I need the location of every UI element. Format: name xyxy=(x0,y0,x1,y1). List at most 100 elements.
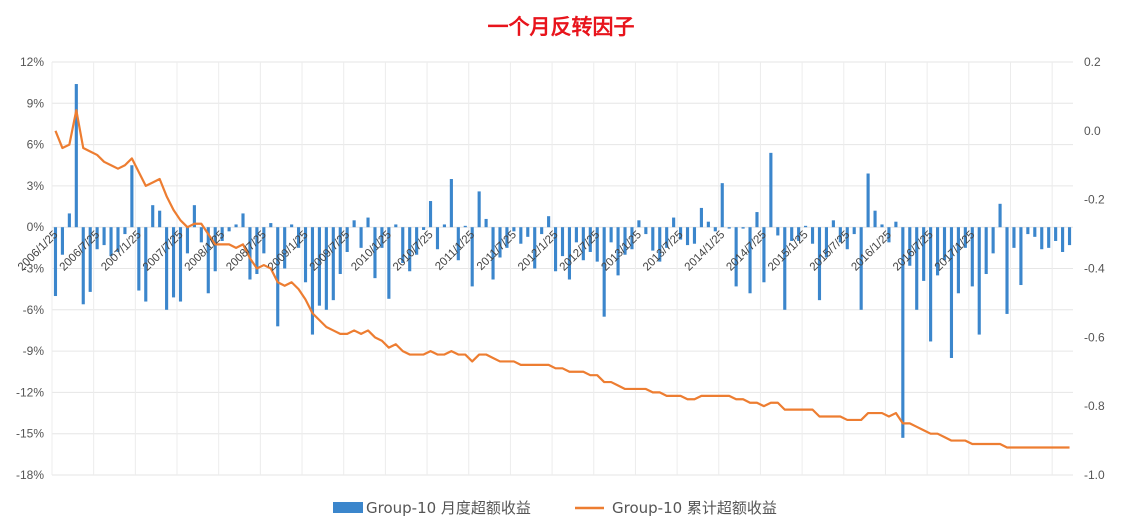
y-axis-left: 12% 9% 6% 3% 0% -3% -6% -9% -12% -15% -18% xyxy=(16,55,44,482)
bar xyxy=(956,227,960,294)
bar xyxy=(123,227,127,235)
bar xyxy=(317,227,321,306)
bar xyxy=(137,227,141,291)
bar xyxy=(936,227,940,276)
bar xyxy=(206,227,210,294)
bar xyxy=(345,227,349,252)
bar xyxy=(151,205,155,228)
bar xyxy=(949,227,954,358)
bar xyxy=(213,227,217,272)
bar xyxy=(616,227,620,276)
bar xyxy=(359,227,363,248)
legend: Group-10 月度超额收益 Group-10 累计超额收益 xyxy=(333,499,777,517)
bar xyxy=(637,220,641,228)
bar xyxy=(262,227,266,254)
y-axis-right: 0.2 0.0 -0.2 -0.4 -0.6 -0.8 -1.0 xyxy=(1084,55,1105,482)
y-right-tick-label: 0.2 xyxy=(1084,55,1101,69)
bar xyxy=(685,227,690,246)
bar xyxy=(526,227,530,237)
y-right-tick-label: -1.0 xyxy=(1084,468,1105,482)
bar xyxy=(428,201,433,228)
y-left-tick-label: 9% xyxy=(27,96,45,110)
bar xyxy=(463,225,467,228)
line-series xyxy=(54,109,1070,449)
bar xyxy=(630,227,634,250)
bar xyxy=(790,227,794,241)
bar xyxy=(929,227,933,342)
x-tick-label: 2007/1/25 xyxy=(99,229,144,274)
bar xyxy=(894,221,898,228)
bar xyxy=(574,227,578,243)
bar xyxy=(804,225,808,228)
bar xyxy=(512,227,516,232)
bar xyxy=(908,227,912,266)
bar xyxy=(887,227,891,243)
x-tick-label: 2015/7/25 xyxy=(808,229,853,274)
bar xyxy=(102,227,106,246)
bar xyxy=(672,217,676,228)
bar xyxy=(192,205,196,228)
bar xyxy=(769,152,773,228)
bar xyxy=(276,227,280,327)
bar xyxy=(755,212,759,228)
bar xyxy=(880,224,884,228)
bar xyxy=(915,227,919,310)
legend-bar-swatch xyxy=(333,502,363,513)
y-right-tick-label: -0.6 xyxy=(1084,330,1105,344)
bar xyxy=(519,227,523,244)
chart-title: 一个月反转因子 xyxy=(488,15,635,39)
x-tick-label: 2013/7/25 xyxy=(641,229,686,274)
bar xyxy=(435,227,440,250)
bar xyxy=(484,218,488,228)
bar xyxy=(838,227,842,243)
bar xyxy=(560,227,565,257)
bar xyxy=(415,227,419,255)
bar xyxy=(644,227,648,235)
bar xyxy=(998,203,1002,228)
bar xyxy=(567,227,572,280)
bar xyxy=(1061,227,1065,252)
y-right-tick-label: -0.8 xyxy=(1084,399,1105,413)
bar xyxy=(623,227,627,255)
y-left-tick-label: -15% xyxy=(16,427,44,441)
bar xyxy=(734,227,738,287)
bar xyxy=(498,227,502,258)
bar xyxy=(824,227,828,258)
bar xyxy=(297,227,301,248)
x-tick-label: 2008/1/25 xyxy=(183,229,228,274)
bar xyxy=(699,207,703,228)
bar xyxy=(547,216,551,228)
bar xyxy=(845,227,849,250)
bar xyxy=(171,227,176,298)
x-tick-label: 2011/7/25 xyxy=(475,229,519,273)
cumulative-line xyxy=(54,109,1070,449)
x-tick-label: 2014/1/25 xyxy=(683,229,728,274)
bar xyxy=(401,227,405,263)
bar xyxy=(1067,227,1072,246)
y-left-tick-label: -12% xyxy=(16,385,44,399)
bar xyxy=(199,227,203,243)
bar xyxy=(588,227,592,252)
bar xyxy=(81,227,85,305)
bar xyxy=(741,227,745,229)
bar xyxy=(290,224,294,228)
bar xyxy=(873,210,877,228)
bar xyxy=(727,227,731,229)
bar xyxy=(1054,227,1058,241)
bar xyxy=(553,227,558,272)
bar xyxy=(922,227,926,281)
bar xyxy=(1005,227,1009,314)
bar xyxy=(540,227,544,235)
x-tick-label: 2017/1/25 xyxy=(933,229,978,274)
y-left-tick-label: -6% xyxy=(23,303,45,317)
y-left-tick-label: 12% xyxy=(20,55,44,69)
bar xyxy=(658,227,662,262)
bar xyxy=(116,227,120,252)
bar xyxy=(810,227,815,244)
bar xyxy=(331,227,335,301)
bar xyxy=(394,224,398,228)
bar xyxy=(408,227,412,272)
bar xyxy=(595,227,599,262)
bar xyxy=(1040,227,1044,250)
